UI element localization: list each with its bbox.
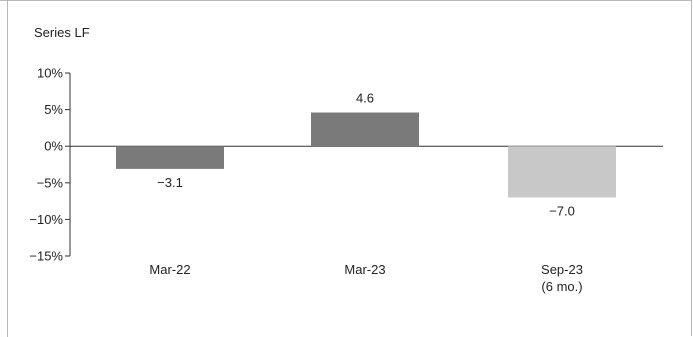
y-tick-label: −10% [29,212,63,227]
y-tick-label: 5% [44,102,63,117]
bar [116,146,224,169]
y-axis-label: Series LF [34,25,90,40]
y-tick-label: −15% [29,249,63,264]
bar [508,146,616,198]
y-tick-label: 0% [44,139,63,154]
x-category-label: Sep-23 [541,262,583,277]
x-category-label: Mar-23 [344,262,385,277]
y-tick-label: 10% [37,66,63,81]
x-category-label: (6 mo.) [541,279,582,294]
bar-value-label: −3.1 [157,175,183,190]
y-tick-label: −5% [37,175,64,190]
bar-value-label: 4.6 [356,91,374,106]
chart-left-rule [7,0,8,337]
bar [311,112,419,147]
bar-value-label: −7.0 [549,203,575,218]
x-category-label: Mar-22 [149,262,190,277]
